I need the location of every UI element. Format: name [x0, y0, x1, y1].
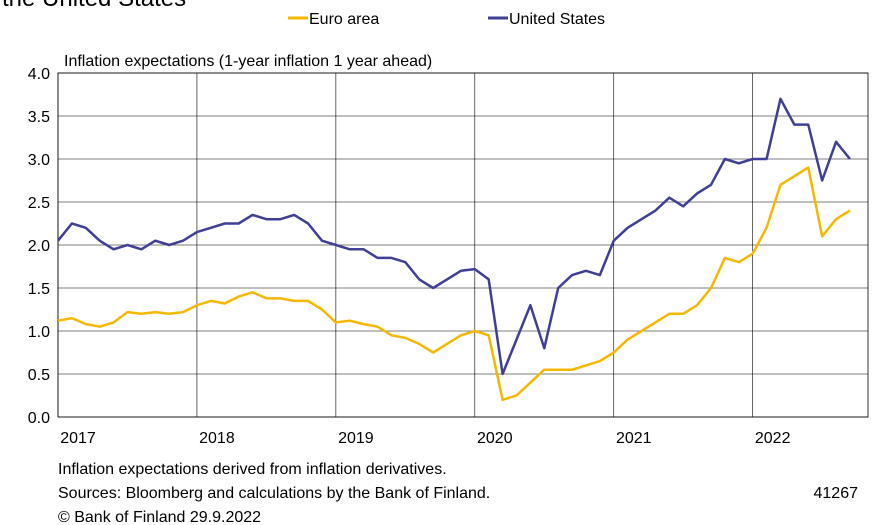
y-tick-label: 3.0 — [28, 152, 50, 169]
series-line — [57, 97, 851, 376]
x-tick-label: 2022 — [755, 430, 791, 447]
x-tick-label: 2018 — [199, 430, 235, 447]
legend-label: Euro area — [309, 11, 379, 28]
note: Inflation expectations derived from infl… — [58, 461, 447, 478]
series-line — [57, 166, 851, 402]
legend-label: United States — [509, 11, 605, 28]
y-tick-label: 2.5 — [28, 195, 50, 212]
y-tick-label: 4.0 — [28, 66, 50, 83]
x-tick-label: 2021 — [616, 430, 652, 447]
y-tick-label: 1.5 — [28, 281, 50, 298]
x-tick-label: 2017 — [60, 430, 96, 447]
y-tick-label: 3.5 — [28, 109, 50, 126]
note: Sources: Bloomberg and calculations by t… — [58, 485, 490, 502]
y-tick-label: 0.0 — [28, 410, 50, 427]
y-tick-label: 2.0 — [28, 238, 50, 255]
chart-title: the United States — [2, 0, 186, 12]
y-tick-label: 1.0 — [28, 324, 50, 341]
chart-id: 41267 — [814, 485, 859, 502]
y-axis-label: Inflation expectations (1-year inflation… — [64, 53, 432, 70]
note: © Bank of Finland 29.9.2022 — [58, 509, 261, 525]
x-tick-label: 2020 — [477, 430, 513, 447]
x-tick-label: 2019 — [338, 430, 374, 447]
y-tick-label: 0.5 — [28, 367, 50, 384]
